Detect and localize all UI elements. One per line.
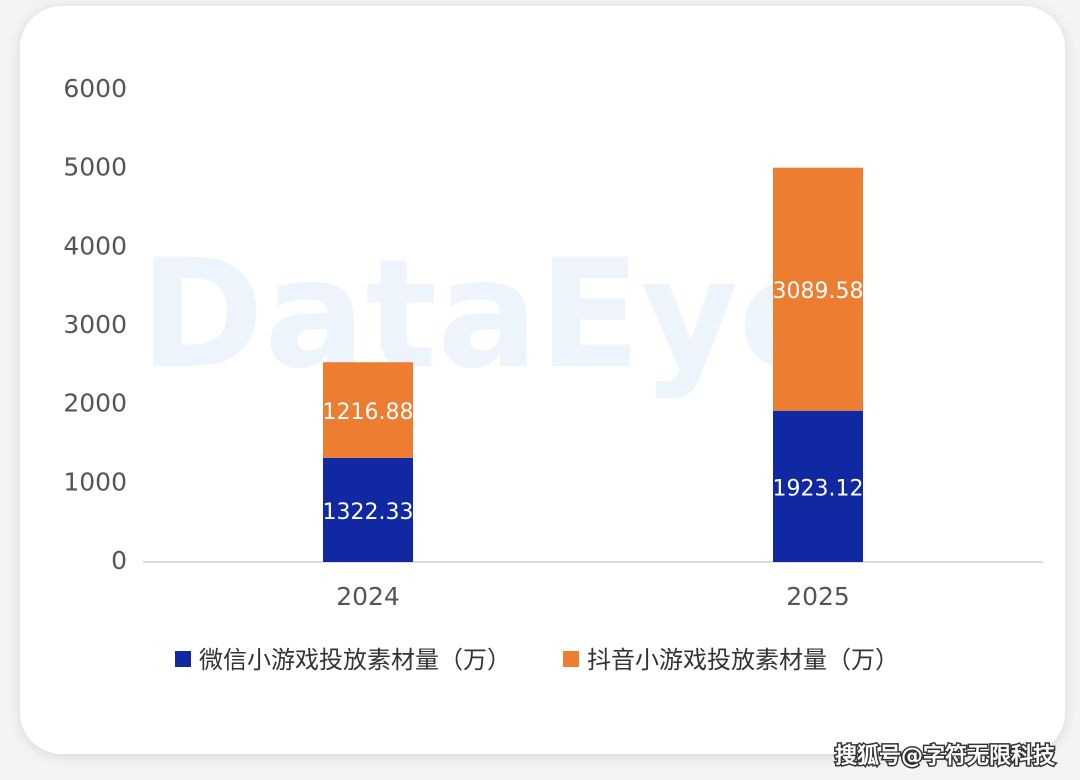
bar-segment bbox=[773, 167, 863, 411]
y-tick-label: 6000 bbox=[63, 74, 127, 103]
bar-segment bbox=[323, 457, 413, 562]
bar-segment bbox=[773, 410, 863, 562]
y-tick-label: 4000 bbox=[63, 231, 127, 260]
y-tick-label: 2000 bbox=[63, 389, 127, 418]
y-tick-label: 1000 bbox=[63, 467, 127, 496]
data-label: 1216.88 bbox=[323, 400, 414, 425]
legend-label: 抖音小游戏投放素材量（万） bbox=[587, 646, 899, 674]
legend-label: 微信小游戏投放素材量（万） bbox=[199, 646, 511, 674]
legend-swatch bbox=[175, 651, 191, 667]
y-tick-label: 5000 bbox=[63, 153, 127, 182]
data-label: 1322.33 bbox=[323, 500, 414, 525]
source-watermark: 搜狐号@字符无限科技 bbox=[835, 743, 1056, 769]
data-label: 1923.12 bbox=[773, 476, 864, 501]
watermark: DataEye bbox=[140, 228, 841, 402]
x-tick-label: 2024 bbox=[336, 582, 400, 611]
y-tick-label: 0 bbox=[111, 546, 127, 575]
y-tick-label: 3000 bbox=[63, 310, 127, 339]
bar-segment bbox=[323, 362, 413, 458]
x-tick-label: 2025 bbox=[786, 582, 850, 611]
legend-swatch bbox=[563, 651, 579, 667]
data-label: 3089.58 bbox=[773, 279, 864, 304]
